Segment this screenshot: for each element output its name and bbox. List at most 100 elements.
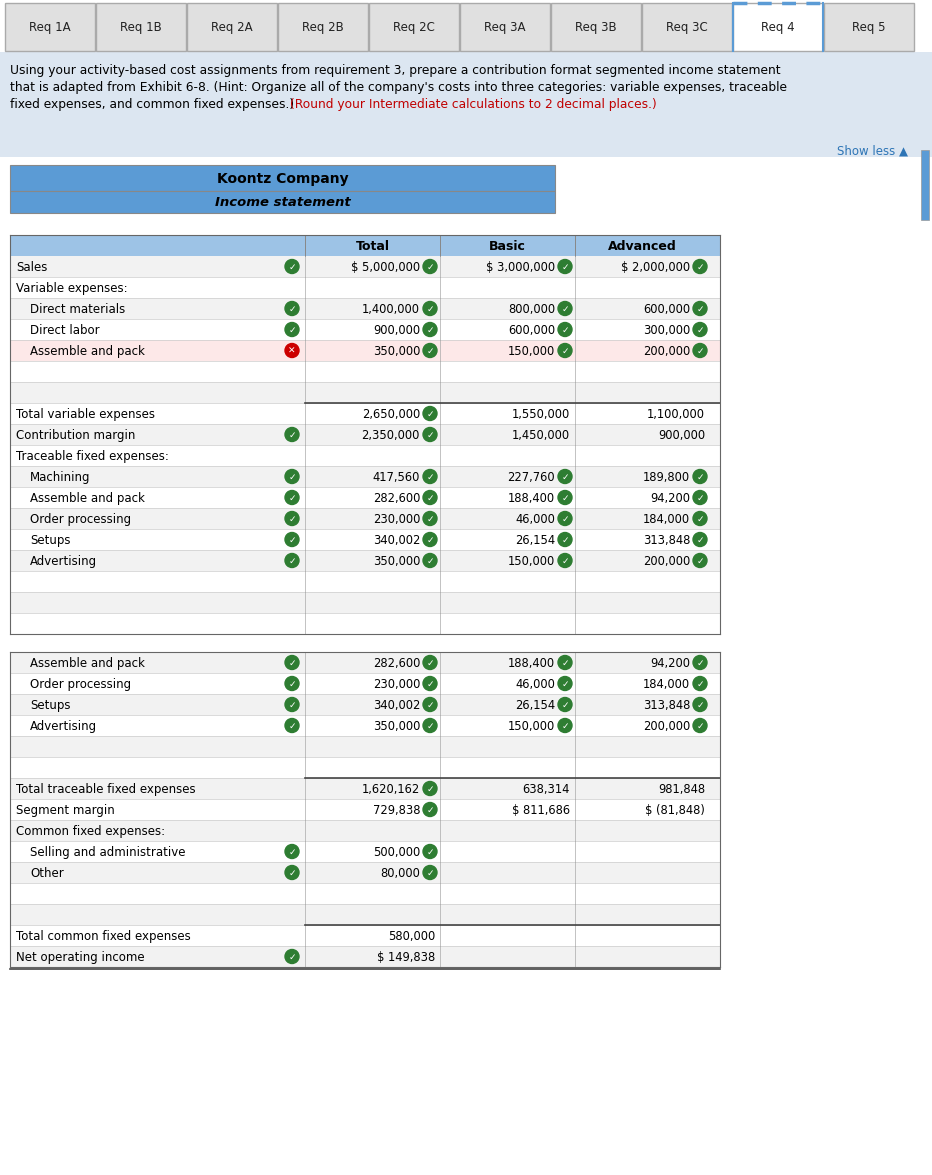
Circle shape [285, 260, 299, 274]
Text: ✓: ✓ [288, 536, 295, 544]
FancyBboxPatch shape [10, 508, 720, 529]
Text: 150,000: 150,000 [508, 555, 555, 568]
FancyBboxPatch shape [10, 298, 720, 318]
Text: Req 1B: Req 1B [120, 21, 162, 34]
Text: ✓: ✓ [696, 262, 704, 271]
Circle shape [423, 698, 437, 712]
Circle shape [423, 490, 437, 504]
Text: ✓: ✓ [696, 658, 704, 667]
Text: 188,400: 188,400 [508, 657, 555, 670]
Text: ✓: ✓ [696, 304, 704, 314]
Text: ✓: ✓ [561, 658, 569, 667]
Circle shape [558, 718, 572, 732]
Circle shape [558, 470, 572, 483]
Text: ✓: ✓ [426, 494, 433, 503]
Text: ✓: ✓ [288, 304, 295, 314]
Text: ✓: ✓ [288, 325, 295, 335]
Text: ✓: ✓ [426, 785, 433, 793]
Text: 638,314: 638,314 [523, 783, 570, 795]
Circle shape [558, 322, 572, 336]
Circle shape [423, 677, 437, 691]
Circle shape [423, 553, 437, 568]
Text: ✓: ✓ [696, 347, 704, 356]
Text: $ 149,838: $ 149,838 [377, 951, 435, 963]
FancyBboxPatch shape [10, 277, 720, 298]
FancyBboxPatch shape [10, 925, 720, 946]
Text: 900,000: 900,000 [658, 429, 705, 442]
FancyBboxPatch shape [10, 694, 720, 716]
Text: 300,000: 300,000 [643, 324, 690, 337]
Text: ✓: ✓ [288, 868, 295, 878]
Text: ✓: ✓ [426, 515, 433, 524]
Text: 2,650,000: 2,650,000 [362, 408, 420, 421]
Text: ✓: ✓ [288, 700, 295, 710]
FancyBboxPatch shape [551, 4, 641, 51]
Text: Req 3A: Req 3A [485, 21, 526, 34]
Circle shape [693, 322, 707, 336]
FancyBboxPatch shape [10, 340, 720, 361]
Text: ✓: ✓ [426, 868, 433, 878]
Text: 200,000: 200,000 [643, 555, 690, 568]
Text: Req 3C: Req 3C [666, 21, 708, 34]
Circle shape [558, 490, 572, 504]
FancyBboxPatch shape [10, 716, 720, 736]
Text: 282,600: 282,600 [373, 492, 420, 505]
Circle shape [423, 866, 437, 880]
Circle shape [693, 718, 707, 732]
Text: 26,154: 26,154 [514, 699, 555, 712]
Text: ✕: ✕ [288, 347, 295, 356]
Circle shape [693, 698, 707, 712]
Text: Show less ▲: Show less ▲ [837, 145, 908, 157]
Text: ✓: ✓ [696, 515, 704, 524]
FancyBboxPatch shape [10, 820, 720, 841]
Text: 1,450,000: 1,450,000 [512, 429, 570, 442]
Text: 184,000: 184,000 [643, 513, 690, 526]
Circle shape [693, 677, 707, 691]
FancyBboxPatch shape [10, 424, 720, 445]
Text: ✓: ✓ [426, 430, 433, 439]
Text: Req 2A: Req 2A [212, 21, 253, 34]
Text: ✓: ✓ [288, 679, 295, 689]
Text: ✓: ✓ [426, 721, 433, 731]
FancyBboxPatch shape [10, 592, 720, 613]
Text: 189,800: 189,800 [643, 471, 690, 484]
Circle shape [693, 511, 707, 525]
FancyBboxPatch shape [10, 466, 720, 486]
FancyBboxPatch shape [921, 150, 929, 220]
Text: Total traceable fixed expenses: Total traceable fixed expenses [16, 783, 196, 795]
Circle shape [423, 322, 437, 336]
FancyBboxPatch shape [10, 882, 720, 904]
Circle shape [423, 511, 437, 525]
Circle shape [423, 532, 437, 546]
Text: ✓: ✓ [696, 472, 704, 482]
Circle shape [285, 343, 299, 357]
Text: ✓: ✓ [288, 953, 295, 961]
Circle shape [423, 656, 437, 670]
Text: Other: Other [30, 867, 63, 880]
Text: Order processing: Order processing [30, 513, 131, 526]
Text: 200,000: 200,000 [643, 720, 690, 733]
Circle shape [285, 866, 299, 880]
Circle shape [693, 302, 707, 316]
Text: 94,200: 94,200 [650, 657, 690, 670]
Text: ✓: ✓ [561, 304, 569, 314]
Text: $ 5,000,000: $ 5,000,000 [350, 261, 420, 274]
Circle shape [558, 343, 572, 357]
Text: Variable expenses:: Variable expenses: [16, 282, 128, 295]
Circle shape [285, 698, 299, 712]
Text: ✓: ✓ [426, 700, 433, 710]
Text: Assemble and pack: Assemble and pack [30, 492, 144, 505]
Text: ✓: ✓ [426, 472, 433, 482]
Text: Req 3B: Req 3B [575, 21, 617, 34]
Text: 729,838: 729,838 [373, 804, 420, 817]
Text: ✓: ✓ [426, 536, 433, 544]
Text: ✓: ✓ [561, 494, 569, 503]
Circle shape [285, 949, 299, 964]
Text: Req 1A: Req 1A [29, 21, 71, 34]
FancyBboxPatch shape [10, 256, 720, 277]
Circle shape [558, 656, 572, 670]
Text: 1,400,000: 1,400,000 [362, 303, 420, 316]
FancyBboxPatch shape [10, 652, 720, 673]
Text: ✓: ✓ [696, 494, 704, 503]
Text: ✓: ✓ [561, 515, 569, 524]
